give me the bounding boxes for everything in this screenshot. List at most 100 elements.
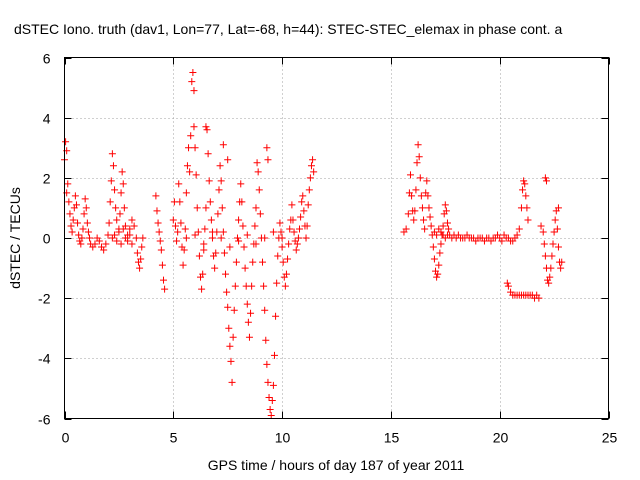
data-point — [433, 231, 441, 239]
data-point — [519, 186, 527, 194]
x-tick-label: 0 — [62, 430, 70, 446]
data-point — [180, 246, 188, 254]
data-point — [243, 231, 251, 239]
data-point — [310, 168, 318, 176]
data-point — [192, 171, 200, 179]
data-point — [206, 198, 214, 206]
data-point — [278, 234, 286, 242]
data-point — [513, 231, 521, 239]
data-point — [412, 186, 420, 194]
data-point — [171, 222, 179, 230]
data-point — [300, 207, 308, 215]
data-point — [117, 189, 125, 197]
data-point — [286, 225, 294, 233]
data-point — [547, 264, 555, 272]
y-tick-label: 4 — [43, 111, 51, 127]
data-point — [233, 234, 241, 242]
data-point — [269, 228, 277, 236]
data-point — [71, 192, 79, 200]
data-point — [269, 381, 277, 389]
data-point — [202, 204, 210, 212]
data-point — [194, 228, 202, 236]
data-point — [183, 162, 191, 170]
data-point — [229, 333, 237, 341]
data-point — [424, 192, 432, 200]
data-point — [545, 279, 553, 287]
data-point — [111, 231, 119, 239]
data-point — [115, 228, 123, 236]
data-point — [443, 219, 451, 227]
data-point — [274, 252, 282, 260]
data-point — [305, 186, 313, 194]
data-point — [415, 153, 423, 161]
data-point — [294, 234, 302, 242]
data-point — [276, 219, 284, 227]
data-point — [205, 177, 213, 185]
data-point — [217, 177, 225, 185]
chart-title: dSTEC Iono. truth (dav1, Lon=77, Lat=-68… — [14, 21, 562, 37]
data-point — [132, 234, 140, 242]
data-point — [198, 285, 206, 293]
y-tick-label: 2 — [43, 171, 51, 187]
data-point — [267, 411, 275, 419]
data-point — [262, 336, 270, 344]
data-point — [128, 216, 136, 224]
data-point — [173, 237, 181, 245]
data-point — [550, 228, 558, 236]
data-point — [193, 204, 201, 212]
data-point — [427, 222, 435, 230]
data-point — [442, 207, 450, 215]
x-tick-label: 25 — [602, 430, 618, 446]
data-point — [264, 378, 272, 386]
data-point — [111, 186, 119, 194]
data-point — [105, 219, 113, 227]
data-point — [226, 342, 234, 350]
data-point — [190, 87, 198, 95]
data-point — [117, 240, 125, 248]
data-point — [201, 225, 209, 233]
y-tick-label: -4 — [38, 351, 51, 367]
data-point — [78, 234, 86, 242]
data-point — [296, 225, 304, 233]
plot-frame — [64, 57, 609, 419]
data-point — [515, 225, 523, 233]
data-point — [293, 240, 301, 248]
data-point — [211, 264, 219, 272]
data-point — [219, 228, 227, 236]
data-point — [217, 234, 225, 242]
data-point — [158, 261, 166, 269]
data-point — [263, 360, 271, 368]
data-point — [521, 180, 529, 188]
data-point — [80, 210, 88, 218]
data-point — [247, 309, 255, 317]
data-point — [230, 306, 238, 314]
data-point — [228, 378, 236, 386]
data-point — [108, 150, 116, 158]
data-point — [120, 204, 128, 212]
data-point — [95, 237, 103, 245]
y-tick-label: -2 — [38, 291, 51, 307]
data-point — [126, 231, 134, 239]
data-point — [224, 156, 232, 164]
data-point — [426, 213, 434, 221]
data-point — [179, 261, 187, 269]
data-point — [535, 294, 543, 302]
x-tick-label: 20 — [493, 430, 509, 446]
data-point — [64, 180, 72, 188]
data-point — [160, 276, 168, 284]
data-point — [441, 201, 449, 209]
data-point — [82, 204, 90, 212]
data-point — [261, 306, 269, 314]
data-point — [244, 318, 252, 326]
data-point — [116, 210, 124, 218]
data-point — [218, 204, 226, 212]
data-point — [212, 249, 220, 257]
data-point — [224, 303, 232, 311]
data-point — [539, 228, 547, 236]
data-point — [119, 180, 127, 188]
data-point — [189, 69, 197, 77]
data-point — [174, 228, 182, 236]
data-point — [62, 138, 70, 146]
data-point — [302, 234, 310, 242]
data-point — [67, 222, 75, 230]
